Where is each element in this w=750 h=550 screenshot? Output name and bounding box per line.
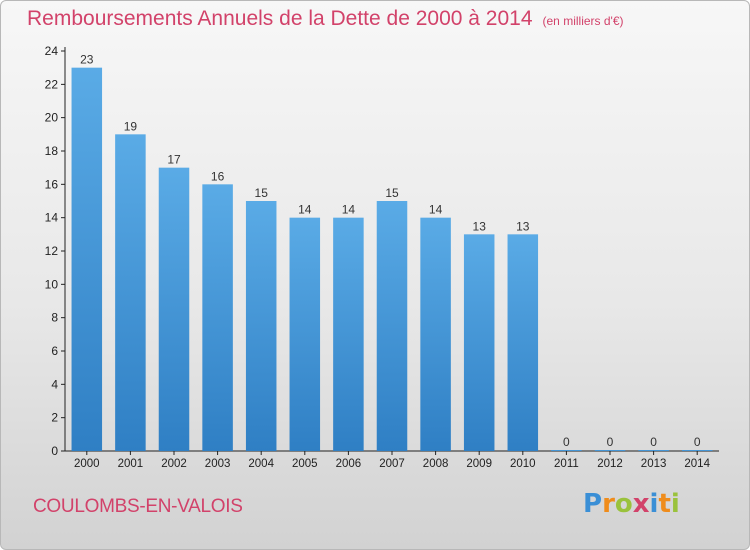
- bar: [681, 450, 713, 451]
- y-tick-label: 14: [45, 211, 59, 225]
- x-tick-label: 2000: [74, 458, 100, 470]
- logo-letter: x: [632, 489, 650, 519]
- bar-value-label: 14: [342, 203, 356, 217]
- logo-letter: i: [670, 489, 680, 519]
- x-tick-label: 2010: [510, 458, 536, 470]
- bar: [551, 450, 582, 451]
- proxiti-logo: Proxiti: [583, 489, 680, 519]
- y-tick-label: 20: [45, 111, 59, 125]
- bar-value-label: 13: [473, 219, 487, 233]
- y-tick-label: 2: [51, 411, 58, 425]
- bar-value-label: 13: [516, 219, 530, 233]
- place-name: COULOMBS-EN-VALOIS: [33, 496, 243, 517]
- bar: [594, 450, 626, 451]
- y-tick-label: 10: [45, 277, 59, 291]
- bar: [376, 201, 408, 451]
- bar: [420, 217, 451, 451]
- bar: [202, 184, 233, 452]
- x-tick-label: 2013: [641, 458, 667, 470]
- bar: [507, 234, 539, 451]
- y-tick-label: 24: [45, 44, 59, 58]
- bar-value-label: 23: [80, 53, 94, 67]
- bar-value-label: 16: [211, 169, 225, 183]
- x-tick-label: 2008: [423, 458, 449, 470]
- y-tick-label: 18: [45, 144, 59, 158]
- chart-title-text: Remboursements Annuels de la Dette de 20…: [27, 7, 533, 30]
- chart-unit: (en milliers d'€): [542, 14, 624, 28]
- bar: [463, 234, 495, 451]
- y-tick-label: 8: [51, 311, 58, 325]
- x-tick-label: 2011: [554, 458, 579, 470]
- x-tick-label: 2012: [597, 458, 623, 470]
- bar-value-label: 14: [298, 203, 312, 217]
- x-tick-label: 2002: [161, 458, 187, 470]
- y-tick-label: 4: [51, 377, 58, 391]
- bar-value-label: 15: [385, 186, 399, 200]
- y-tick-label: 6: [51, 344, 58, 358]
- logo-letter: o: [614, 489, 633, 519]
- logo-letter: t: [658, 489, 671, 519]
- logo-letter: P: [583, 489, 603, 519]
- chart-title: Remboursements Annuels de la Dette de 20…: [27, 7, 624, 31]
- bar-value-label: 0: [607, 435, 614, 449]
- bar: [333, 217, 364, 451]
- x-tick-label: 2001: [118, 458, 144, 470]
- x-tick-label: 2009: [466, 458, 492, 470]
- bar-value-label: 0: [563, 435, 570, 449]
- x-tick-label: 2006: [336, 458, 362, 470]
- bar-value-label: 15: [255, 186, 269, 200]
- bar-value-label: 19: [124, 119, 138, 133]
- logo-letter: i: [649, 489, 659, 519]
- bar-value-label: 0: [650, 435, 657, 449]
- bar: [115, 134, 146, 452]
- x-tick-label: 2003: [205, 458, 231, 470]
- bar: [245, 201, 277, 451]
- bar: [158, 167, 190, 451]
- bar-value-label: 17: [167, 153, 181, 167]
- y-tick-label: 22: [45, 77, 59, 91]
- logo-letter: r: [602, 489, 615, 519]
- y-tick-label: 12: [45, 244, 59, 258]
- y-tick-label: 0: [51, 444, 58, 458]
- x-tick-label: 2014: [684, 458, 710, 470]
- x-tick-label: 2004: [248, 458, 274, 470]
- bar-value-label: 14: [429, 203, 443, 217]
- bar: [289, 217, 321, 451]
- x-tick-label: 2005: [292, 458, 318, 470]
- bar: [71, 67, 103, 452]
- bar-value-label: 0: [694, 435, 701, 449]
- x-tick-label: 2007: [379, 458, 405, 470]
- bar: [638, 450, 669, 451]
- y-tick-label: 16: [45, 177, 59, 191]
